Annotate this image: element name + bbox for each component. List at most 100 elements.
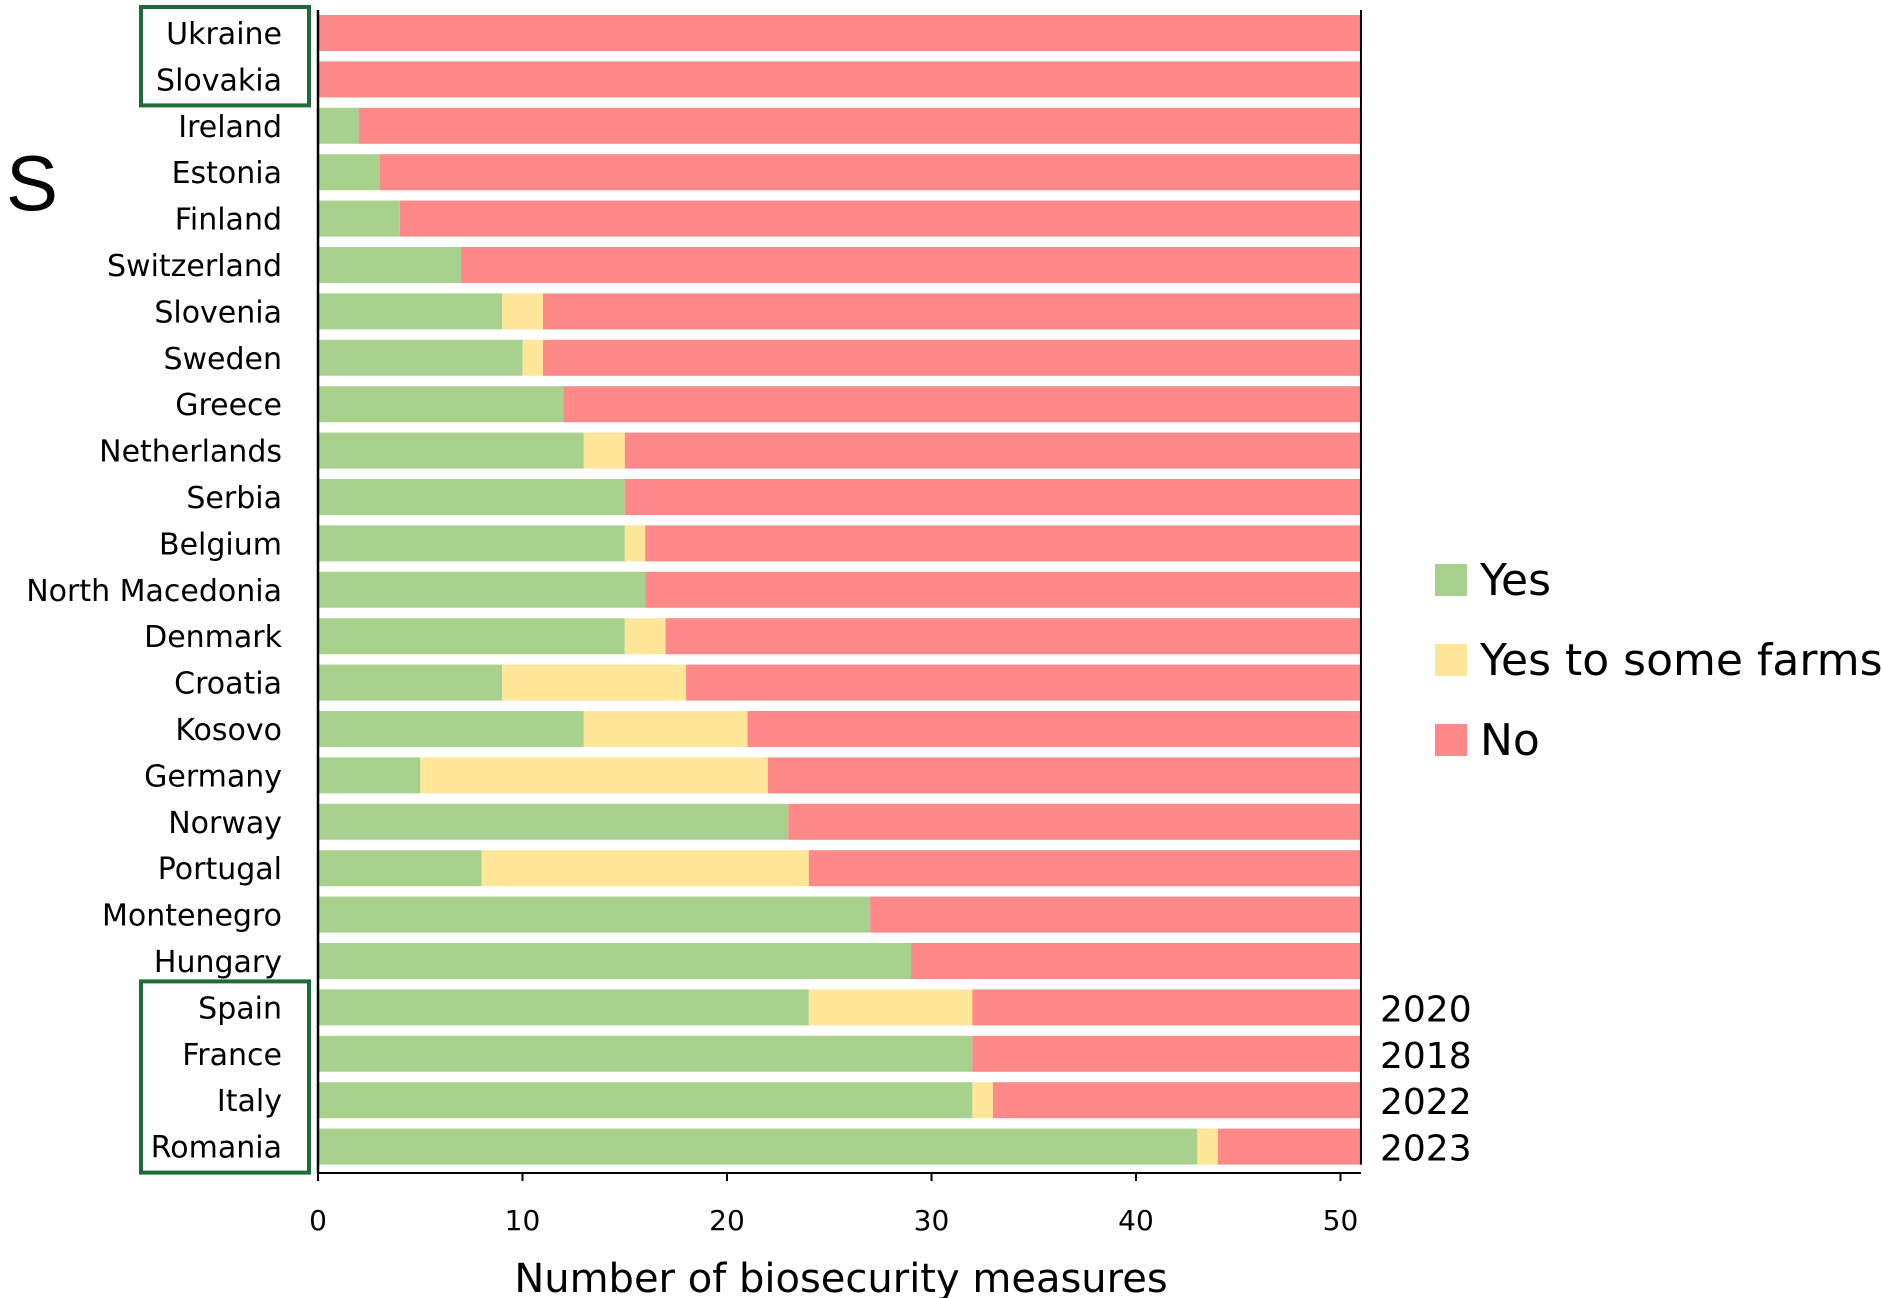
bar-hungary-yes [318, 943, 911, 979]
bar-romania-yes [318, 1128, 1198, 1165]
bar-denmark-no [665, 618, 1361, 655]
bar-greece-yes [318, 386, 564, 423]
bar-belgium-yes-to-some-farms [624, 525, 646, 562]
legend-label-yes: Yes [1479, 555, 1551, 606]
bar-portugal-no [808, 850, 1361, 887]
bar-slovenia-yes-to-some-farms [502, 293, 543, 330]
bar-estonia-no [379, 154, 1361, 191]
bar-ireland-no [358, 107, 1361, 144]
x-tick-label-40: 40 [1118, 1204, 1154, 1237]
category-label-croatia: Croatia [174, 667, 282, 702]
bar-netherlands-no [624, 432, 1361, 469]
bar-spain-yes-to-some-farms [808, 989, 973, 1026]
bars-layer [318, 15, 1361, 1165]
bar-netherlands-yes-to-some-farms [583, 432, 625, 469]
category-label-denmark: Denmark [144, 620, 283, 655]
bar-spain-no [972, 989, 1361, 1026]
x-tick-label-20: 20 [709, 1204, 745, 1237]
bar-finland-yes [318, 200, 400, 237]
year-label-romania: 2023 [1380, 1129, 1472, 1170]
bar-denmark-yes [318, 618, 625, 655]
bar-france-yes [318, 1035, 973, 1072]
bar-north-macedonia-yes [318, 571, 646, 608]
bar-finland-no [399, 200, 1361, 237]
category-label-spain: Spain [198, 991, 282, 1026]
bar-ukraine-no [318, 15, 1361, 51]
bar-germany-yes [318, 757, 421, 794]
legend: Yes Yes to some farms No [1435, 555, 1883, 766]
axes: 0 10 20 30 40 50 [309, 10, 1362, 1237]
category-label-portugal: Portugal [158, 852, 282, 887]
category-label-hungary: Hungary [154, 945, 282, 980]
category-label-ukraine: Ukraine [166, 17, 282, 52]
bar-germany-yes-to-some-farms [420, 757, 768, 794]
bar-slovenia-yes [318, 293, 502, 330]
bar-croatia-no [686, 664, 1361, 701]
bar-portugal-yes [318, 850, 482, 887]
category-label-greece: Greece [175, 388, 282, 423]
bar-estonia-yes [318, 154, 380, 191]
bar-france-no [972, 1035, 1361, 1072]
bar-belgium-no [645, 525, 1361, 562]
bar-netherlands-yes [318, 432, 584, 469]
category-label-norway: Norway [168, 806, 282, 841]
category-label-kosovo: Kosovo [175, 713, 282, 748]
highlight-boxes [139, 5, 311, 1175]
year-label-spain: 2020 [1380, 989, 1472, 1030]
bar-belgium-yes [318, 525, 625, 562]
bar-montenegro-yes [318, 896, 871, 933]
bar-switzerland-yes [318, 247, 462, 283]
category-label-north-macedonia: North Macedonia [26, 574, 282, 609]
bar-switzerland-no [461, 247, 1361, 283]
bar-italy-yes [318, 1082, 973, 1119]
x-tick-label-30: 30 [914, 1204, 950, 1237]
bar-denmark-yes-to-some-farms [624, 618, 666, 655]
bar-kosovo-yes-to-some-farms [583, 711, 748, 747]
category-label-serbia: Serbia [186, 481, 282, 516]
highlight-box-1 [139, 5, 311, 108]
bar-spain-yes [318, 989, 809, 1026]
bar-croatia-yes-to-some-farms [502, 664, 686, 701]
bar-slovakia-no [318, 61, 1361, 98]
bar-serbia-yes [318, 479, 625, 515]
highlight-box-2 [139, 979, 311, 1175]
year-label-france: 2018 [1380, 1036, 1472, 1077]
bar-norway-yes [318, 803, 789, 840]
category-label-slovenia: Slovenia [154, 295, 282, 330]
category-label-finland: Finland [175, 203, 282, 238]
bar-montenegro-no [870, 896, 1361, 933]
panel-letter: S [6, 139, 58, 227]
bar-sweden-no [543, 339, 1361, 376]
bar-hungary-no [911, 943, 1361, 979]
bar-italy-yes-to-some-farms [972, 1082, 993, 1119]
category-label-belgium: Belgium [159, 527, 282, 562]
bar-serbia-no [624, 479, 1361, 515]
bar-italy-no [992, 1082, 1361, 1119]
category-label-germany: Germany [144, 759, 282, 794]
category-label-ireland: Ireland [178, 110, 282, 145]
x-tick-label-0: 0 [309, 1204, 327, 1237]
category-label-romania: Romania [151, 1131, 282, 1166]
x-tick-label-10: 10 [505, 1204, 541, 1237]
legend-swatch-no [1435, 724, 1467, 756]
category-label-slovakia: Slovakia [156, 63, 282, 98]
bar-germany-no [767, 757, 1361, 794]
category-label-netherlands: Netherlands [99, 435, 282, 470]
bar-sweden-yes [318, 339, 523, 376]
bar-north-macedonia-no [645, 571, 1361, 608]
legend-label-yes-to-some-farms: Yes to some farms [1479, 635, 1883, 686]
bar-greece-no [563, 386, 1361, 423]
bar-kosovo-no [747, 711, 1361, 747]
x-tick-label-50: 50 [1323, 1204, 1359, 1237]
legend-swatch-yes-to-some-farms [1435, 644, 1467, 676]
bar-kosovo-yes [318, 711, 584, 747]
bar-romania-yes-to-some-farms [1197, 1128, 1218, 1165]
bar-sweden-yes-to-some-farms [522, 339, 543, 376]
category-label-sweden: Sweden [163, 342, 282, 377]
x-axis-title: Number of biosecurity measures [514, 1256, 1167, 1298]
bar-ireland-yes [318, 107, 359, 144]
category-labels: Ukraine Slovakia Ireland Estonia Finland Swit… [26, 17, 1471, 1170]
bar-norway-no [788, 803, 1361, 840]
category-label-italy: Italy [217, 1084, 282, 1119]
